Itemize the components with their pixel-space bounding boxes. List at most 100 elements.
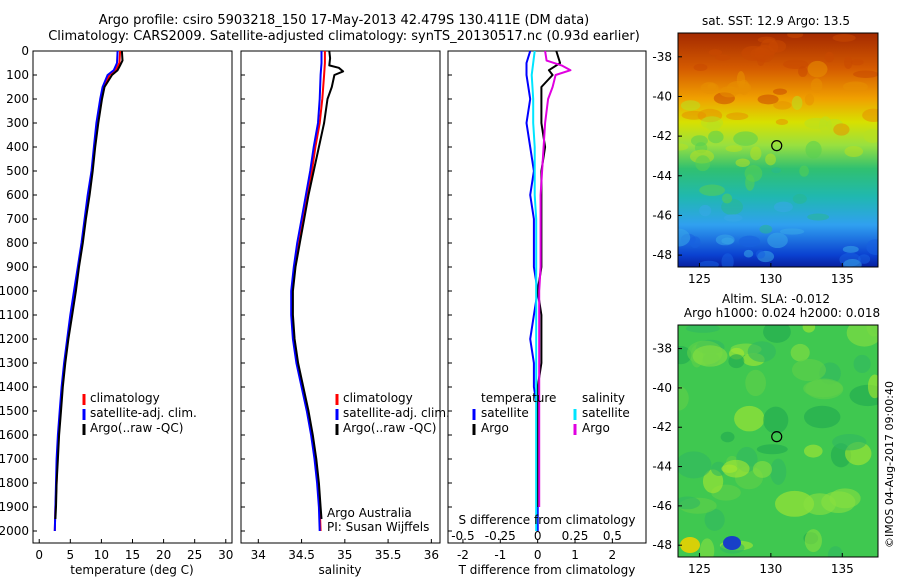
sst-texture (724, 214, 743, 222)
sst-texture (773, 88, 787, 95)
sst-texture (695, 155, 711, 172)
sst-texture (771, 167, 782, 174)
temp-legend-climatology: climatology (90, 391, 160, 405)
imos-watermark: ©IMOS 04-Aug-2017 09:00:40 (883, 381, 896, 548)
sst_map-x-tick-label: 135 (831, 272, 854, 286)
sst_map-y-tick-label: -40 (652, 89, 672, 103)
sst-texture (805, 140, 822, 159)
sst-texture (791, 95, 803, 110)
sst-texture (782, 59, 809, 70)
depth-tick-label: 1200 (0, 332, 29, 346)
depth-tick-label: 1600 (0, 428, 29, 442)
temp-legend-satellite: satellite-adj. clim. (90, 406, 197, 420)
sla-texture (699, 538, 715, 557)
temperature-x-tick-label: 15 (125, 548, 140, 562)
sst-texture (699, 204, 712, 217)
depth-tick-label: 400 (6, 140, 29, 154)
sst-texture (733, 131, 758, 146)
salinity-axis-label: salinity (318, 563, 362, 577)
sst-texture (678, 228, 691, 247)
sst-texture (810, 78, 823, 93)
sst-texture (757, 36, 776, 43)
sla-map-frame (677, 324, 879, 558)
temperature-x-tick-label: 10 (94, 548, 109, 562)
sst-texture (775, 118, 789, 125)
sla-low-anomaly (723, 536, 741, 550)
sla-texture (711, 461, 727, 477)
temperature-x-tick-label: 0 (35, 548, 43, 562)
difference-t-tick-label: 1 (571, 548, 579, 562)
sla-texture (832, 433, 867, 451)
sst-texture (750, 146, 762, 161)
temperature-series-argo-raw-qc- (54, 50, 124, 520)
sst-texture (721, 253, 734, 267)
diff-legend-temp-satellite: satellite (481, 406, 529, 420)
salinity-series-satellite-adj-clim- (290, 51, 323, 532)
sla-texture (846, 325, 878, 347)
sla-map-title-line-2: Argo h1000: 0.024 h2000: 0.018 (683, 306, 881, 320)
header-line-1: Argo profile: csiro 5903218_150 17-May-2… (98, 13, 590, 28)
depth-tick-label: 500 (6, 164, 29, 178)
sst-texture (804, 117, 828, 129)
sst-texture (744, 165, 763, 182)
depth-tick-label: 100 (6, 68, 29, 82)
sst_map-y-tick-label: -46 (652, 208, 672, 222)
sst-texture (767, 232, 788, 249)
salinity-x-tick-label: 34.5 (288, 548, 315, 562)
sla-texture (734, 405, 765, 432)
sst_map-y-tick-label: -48 (652, 248, 672, 262)
depth-tick-label: 1900 (0, 500, 29, 514)
s-difference-axis-label: S difference from climatology (458, 513, 636, 527)
sst_map-y-tick-label: -44 (652, 169, 672, 183)
sst-texture (693, 63, 708, 72)
sst-texture (715, 54, 731, 61)
depth-tick-label: 600 (6, 188, 29, 202)
difference-t-tick-label: -1 (494, 548, 506, 562)
sla_map-y-tick-label: -48 (652, 538, 672, 552)
sst-texture (866, 239, 878, 256)
sla-texture (745, 369, 766, 397)
sla-texture (763, 406, 789, 434)
sst-texture (843, 56, 853, 69)
sla-texture (721, 464, 738, 473)
depth-tick-label: 1100 (0, 308, 29, 322)
salinity-plot-frame (240, 50, 441, 544)
sla-texture (678, 385, 689, 411)
sst-texture (833, 123, 850, 136)
difference-s-tick-label: -0.25 (485, 529, 516, 543)
depth-tick-label: 1000 (0, 284, 29, 298)
temperature-x-tick-label: 20 (156, 548, 171, 562)
depth-tick-label: 1300 (0, 356, 29, 370)
depth-tick-label: 0 (21, 44, 29, 58)
sal-legend-climatology: climatology (343, 391, 413, 405)
temperature-x-tick-label: 5 (66, 548, 74, 562)
sst-texture (824, 51, 835, 63)
difference-s-tick-label: -0.5 (451, 529, 474, 543)
sst-texture (807, 213, 830, 221)
temp-legend-argo: Argo(..raw -QC) (90, 421, 184, 435)
diff-legend-temp-argo: Argo (481, 421, 509, 435)
sla-texture (803, 405, 841, 429)
header-line-2: Climatology: CARS2009. Satellite-adjuste… (48, 29, 640, 44)
salinity-x-tick-label: 35.5 (375, 548, 402, 562)
sst-texture (832, 34, 856, 42)
sst-texture (689, 236, 701, 249)
sal-legend-satellite: satellite-adj. clim. (343, 406, 450, 420)
annotation-pi: PI: Susan Wijffels (327, 520, 430, 534)
sst-map-frame (677, 32, 879, 268)
sla-texture (802, 325, 816, 333)
sst_map-y-tick-label: -42 (652, 129, 672, 143)
sla-texture (849, 384, 878, 407)
sla-texture (692, 345, 728, 367)
sla-texture (803, 379, 843, 398)
sla-texture (704, 508, 725, 531)
sst-texture (700, 116, 724, 130)
depth-tick-label: 1400 (0, 380, 29, 394)
sst-texture (754, 44, 775, 63)
difference-series-salinity-satellite (530, 50, 538, 531)
sla-texture (763, 325, 791, 343)
sla-texture (678, 451, 712, 479)
sla_map-y-tick-label: -44 (652, 460, 672, 474)
salinity-x-tick-label: 34 (251, 548, 266, 562)
